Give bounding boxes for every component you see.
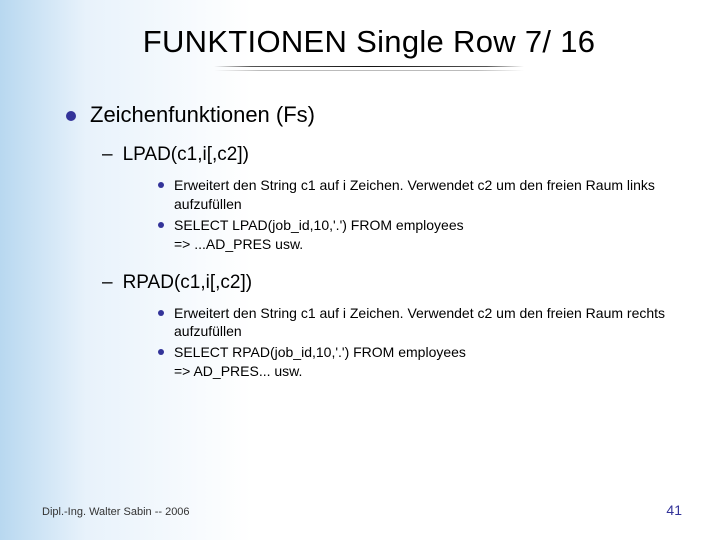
level3-text: Erweitert den String c1 auf i Zeichen. V… <box>174 304 682 342</box>
level3-group: Erweitert den String c1 auf i Zeichen. V… <box>158 176 682 254</box>
dash-icon: – <box>102 144 113 166</box>
bullet-icon <box>158 222 164 228</box>
level2-item: – RPAD(c1,i[,c2]) <box>102 272 682 294</box>
level3-item: Erweitert den String c1 auf i Zeichen. V… <box>158 304 682 342</box>
dash-icon: – <box>102 272 113 294</box>
bullet-icon <box>158 182 164 188</box>
level2-text: RPAD(c1,i[,c2]) <box>123 272 253 294</box>
bullet-icon <box>158 310 164 316</box>
level3-text: Erweitert den String c1 auf i Zeichen. V… <box>174 176 682 214</box>
bullet-icon <box>66 111 76 121</box>
level3-item: SELECT LPAD(job_id,10,'.') FROM employee… <box>158 216 682 254</box>
level2-text: LPAD(c1,i[,c2]) <box>123 144 249 166</box>
title-underline <box>214 66 524 68</box>
footer-author: Dipl.-Ing. Walter Sabin -- 2006 <box>42 506 190 518</box>
bullet-icon <box>158 349 164 355</box>
slide: FUNKTIONEN Single Row 7/ 16 Zeichenfunkt… <box>0 0 720 540</box>
level3-group: Erweitert den String c1 auf i Zeichen. V… <box>158 304 682 382</box>
level2-item: – LPAD(c1,i[,c2]) <box>102 144 682 166</box>
level1-item: Zeichenfunktionen (Fs) <box>66 102 682 128</box>
level1-text: Zeichenfunktionen (Fs) <box>90 102 315 128</box>
slide-title: FUNKTIONEN Single Row 7/ 16 <box>56 24 682 60</box>
level3-item: SELECT RPAD(job_id,10,'.') FROM employee… <box>158 343 682 381</box>
level3-text: SELECT RPAD(job_id,10,'.') FROM employee… <box>174 343 682 381</box>
footer-pagenum: 41 <box>666 502 682 518</box>
level3-text: SELECT LPAD(job_id,10,'.') FROM employee… <box>174 216 682 254</box>
level3-item: Erweitert den String c1 auf i Zeichen. V… <box>158 176 682 214</box>
